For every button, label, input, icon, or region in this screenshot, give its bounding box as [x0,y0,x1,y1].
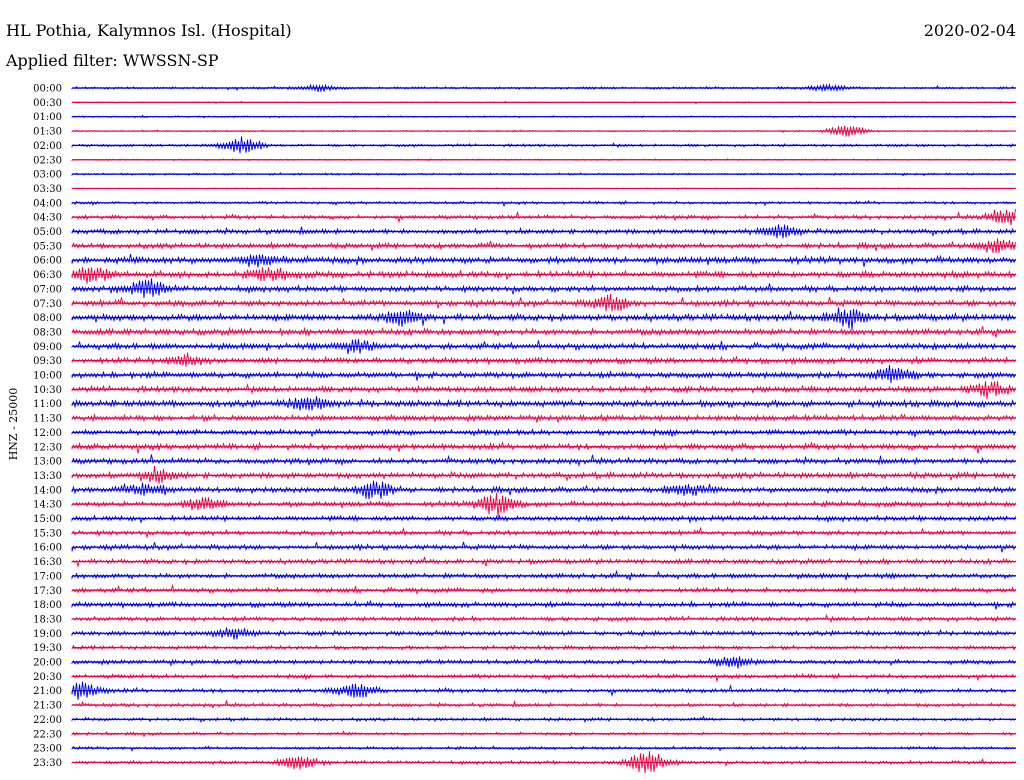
time-label-1800: 18:00 [33,600,62,611]
time-label-0500: 05:00 [33,227,62,238]
trace-1030 [71,381,1016,400]
time-label-1330: 13:30 [33,471,62,482]
trace-1830 [71,614,1016,623]
time-label-1500: 15:00 [33,514,62,525]
trace-1900 [71,627,1016,640]
time-label-2100: 21:00 [33,686,62,697]
time-label-0100: 01:00 [33,112,62,123]
time-label-0730: 07:30 [33,299,62,310]
time-label-0000: 00:00 [33,84,62,95]
trace-1000 [71,365,1016,383]
time-label-1430: 14:30 [33,500,62,511]
station-title: HL Pothia, Kalymnos Isl. (Hospital) [6,21,292,40]
time-label-1830: 18:30 [33,614,62,625]
time-label-2330: 23:30 [33,758,62,769]
time-label-1400: 14:00 [33,485,62,496]
trace-0830 [71,326,1016,338]
trace-1630 [71,556,1016,568]
trace-0500 [71,224,1016,239]
time-label-2030: 20:30 [33,672,62,683]
time-label-1130: 11:30 [33,414,62,425]
time-label-1000: 10:00 [33,371,62,382]
time-label-0830: 08:30 [33,327,62,338]
trace-0430 [71,208,1016,226]
seismic-traces [71,82,1016,774]
time-label-0300: 03:00 [33,170,62,181]
time-label-0800: 08:00 [33,313,62,324]
time-label-1630: 16:30 [33,557,62,568]
time-label-1200: 12:00 [33,428,62,439]
trace-2230 [71,730,1016,738]
time-label-0230: 02:30 [33,155,62,166]
trace-2030 [71,672,1016,683]
trace-0930 [71,352,1016,367]
time-label-0330: 03:30 [33,184,62,195]
time-label-1600: 16:00 [33,543,62,554]
time-label-1730: 17:30 [33,586,62,597]
time-label-0400: 04:00 [33,198,62,209]
trace-1130 [71,413,1016,424]
time-label-0630: 06:30 [33,270,62,281]
time-label-2000: 20:00 [33,658,62,669]
trace-0900 [71,339,1016,355]
trace-1430 [71,492,1016,518]
record-date: 2020-02-04 [924,21,1016,40]
time-label-1900: 19:00 [33,629,62,640]
time-label-0600: 06:00 [33,256,62,267]
time-label-1530: 15:30 [33,528,62,539]
trace-1200 [71,427,1016,439]
time-label-2200: 22:00 [33,715,62,726]
trace-0600 [71,254,1016,268]
time-label-0130: 01:30 [33,127,62,138]
time-label-0200: 02:00 [33,141,62,152]
trace-2130 [71,699,1016,709]
trace-1330 [71,466,1016,484]
trace-1600 [71,541,1016,553]
time-label-0430: 04:30 [33,213,62,224]
time-label-0530: 05:30 [33,241,62,252]
trace-1700 [71,569,1016,581]
trace-2100 [71,681,1016,700]
trace-2000 [71,656,1016,669]
time-label-1300: 13:00 [33,457,62,468]
trace-1400 [71,480,1016,500]
y-axis-label: HNZ - 25000 [7,388,20,461]
trace-0800 [71,307,1016,331]
time-label-1700: 17:00 [33,571,62,582]
filter-label: Applied filter: WWSSN-SP [5,51,219,70]
time-label-0030: 00:30 [33,98,62,109]
trace-1800 [71,599,1016,610]
trace-0530 [71,238,1016,254]
trace-1230 [71,441,1016,454]
trace-0200 [71,136,1016,154]
time-label-1100: 11:00 [33,399,62,410]
time-label-1930: 19:30 [33,643,62,654]
time-label-2230: 22:30 [33,729,62,740]
trace-1730 [71,583,1016,595]
time-tick-labels: 00:00 00:30 01:00 01:30 02:00 02:30 03:00 03:30… [33,84,62,769]
time-label-1230: 12:30 [33,442,62,453]
time-label-1030: 10:30 [33,385,62,396]
trace-1500 [71,514,1016,524]
time-label-0900: 09:00 [33,342,62,353]
time-label-0930: 09:30 [33,356,62,367]
time-label-0700: 07:00 [33,284,62,295]
trace-1300 [71,454,1016,467]
trace-0630 [71,267,1016,284]
time-label-2130: 21:30 [33,701,62,712]
time-label-2300: 23:00 [33,744,62,755]
trace-1530 [71,526,1016,539]
trace-0730 [71,293,1016,312]
trace-1100 [71,396,1016,411]
trace-0700 [71,278,1016,298]
